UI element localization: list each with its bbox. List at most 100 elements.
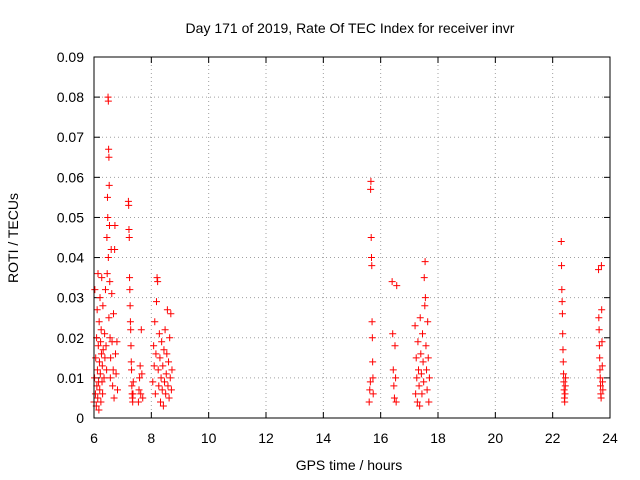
- data-point: [92, 354, 100, 362]
- data-point: [421, 294, 429, 302]
- data-point: [421, 258, 429, 266]
- data-point: [560, 370, 568, 378]
- data-point: [106, 374, 114, 382]
- data-point: [424, 318, 432, 326]
- data-point: [391, 342, 399, 350]
- data-point: [154, 278, 162, 286]
- data-point: [425, 398, 433, 406]
- data-point: [388, 278, 396, 286]
- data-point: [103, 366, 111, 374]
- data-point: [560, 386, 568, 394]
- data-point: [559, 358, 567, 366]
- y-tick-label: 0.01: [57, 370, 84, 386]
- data-point: [128, 382, 136, 390]
- data-point: [151, 318, 159, 326]
- data-point: [417, 370, 425, 378]
- data-point: [596, 354, 604, 362]
- data-point: [98, 378, 106, 386]
- data-point: [97, 338, 105, 346]
- data-point: [126, 274, 134, 282]
- data-point: [150, 342, 158, 350]
- data-point: [596, 366, 604, 374]
- data-point: [413, 374, 421, 382]
- data-point: [99, 390, 107, 398]
- data-point: [160, 346, 168, 354]
- data-point: [366, 386, 374, 394]
- data-point: [159, 402, 167, 410]
- data-point: [167, 310, 175, 318]
- y-axis-label: ROTI / TECUs: [5, 193, 21, 283]
- data-point: [558, 286, 566, 294]
- data-point: [102, 342, 110, 350]
- data-point: [422, 342, 430, 350]
- data-point: [110, 394, 118, 402]
- data-point: [99, 302, 107, 310]
- data-point: [152, 350, 160, 358]
- data-point: [161, 326, 169, 334]
- data-point: [125, 234, 133, 241]
- y-tick-label: 0.02: [57, 330, 84, 346]
- data-point: [95, 406, 103, 414]
- data-point: [93, 306, 101, 314]
- data-point: [154, 366, 162, 374]
- data-point: [134, 398, 142, 406]
- data-point: [166, 374, 174, 382]
- data-point: [99, 346, 107, 354]
- data-point: [96, 294, 104, 302]
- data-point: [596, 374, 604, 382]
- x-tick-label: 24: [602, 430, 618, 446]
- data-point: [365, 398, 373, 406]
- data-point: [558, 298, 566, 306]
- data-point: [166, 334, 174, 342]
- data-point: [105, 153, 113, 161]
- data-point: [158, 386, 166, 394]
- data-point: [135, 386, 143, 394]
- data-point: [163, 306, 171, 314]
- data-point: [414, 338, 422, 346]
- data-point: [368, 334, 376, 342]
- data-point: [136, 362, 144, 370]
- data-point: [126, 286, 134, 294]
- data-point: [367, 234, 375, 241]
- data-point: [558, 262, 566, 270]
- y-tick-label: 0.04: [57, 250, 84, 266]
- data-point: [597, 382, 605, 390]
- data-point: [94, 394, 102, 402]
- data-point: [389, 330, 397, 338]
- data-point: [128, 366, 136, 374]
- data-point: [419, 330, 427, 338]
- data-point: [598, 338, 606, 346]
- data-point: [165, 358, 173, 366]
- data-point: [96, 386, 104, 394]
- data-point: [97, 398, 105, 406]
- x-tick-label: 6: [90, 430, 98, 446]
- data-point: [159, 362, 167, 370]
- data-point: [368, 262, 376, 270]
- data-point: [366, 378, 374, 386]
- data-point: [369, 374, 377, 382]
- data-point: [420, 378, 428, 386]
- x-tick-label: 22: [545, 430, 561, 446]
- chart-title: Day 171 of 2019, Rate Of TEC Index for r…: [186, 20, 515, 36]
- data-point: [136, 374, 144, 382]
- data-point: [390, 394, 398, 402]
- data-point: [557, 238, 565, 246]
- data-point: [411, 322, 419, 330]
- data-point: [389, 366, 397, 374]
- plot-frame: [93, 56, 611, 419]
- data-point: [100, 374, 108, 382]
- data-point: [112, 370, 120, 378]
- data-point: [421, 302, 429, 310]
- data-point: [157, 374, 165, 382]
- data-point: [108, 290, 116, 298]
- y-tick-label: 0.07: [57, 129, 84, 145]
- data-point: [597, 394, 605, 402]
- data-point: [392, 398, 400, 406]
- data-point: [369, 390, 377, 398]
- data-point: [367, 185, 375, 193]
- data-point: [415, 366, 423, 374]
- data-point: [155, 330, 163, 338]
- data-point: [412, 354, 420, 362]
- data-point: [98, 362, 106, 370]
- data-point: [158, 338, 166, 346]
